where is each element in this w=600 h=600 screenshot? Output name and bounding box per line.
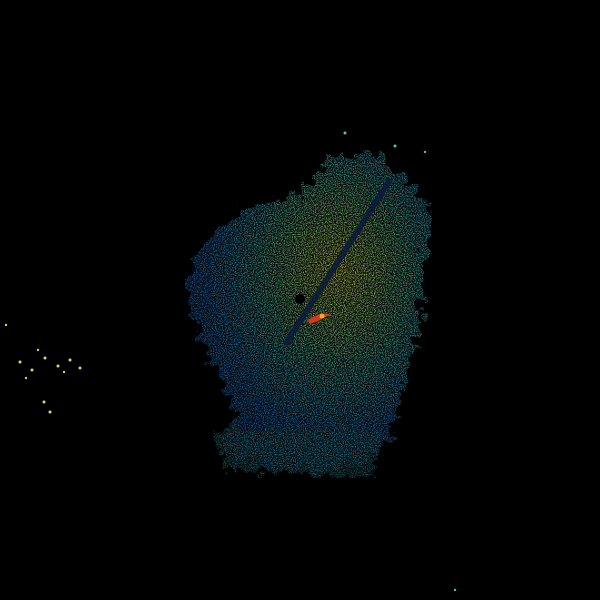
speckle bbox=[30, 368, 34, 372]
speckle bbox=[42, 400, 46, 404]
speckle bbox=[56, 364, 60, 368]
hot-spot bbox=[308, 313, 330, 324]
speckle bbox=[36, 348, 40, 352]
speckle bbox=[24, 376, 28, 380]
speckle bbox=[4, 323, 8, 327]
speckle bbox=[393, 144, 397, 148]
beam-center bbox=[295, 294, 305, 304]
top-speckles bbox=[343, 131, 457, 592]
speckle bbox=[48, 410, 52, 414]
speckle bbox=[343, 131, 347, 135]
speckle bbox=[68, 358, 72, 362]
speckle bbox=[423, 150, 427, 154]
hot-spot-core bbox=[319, 313, 325, 319]
speckle bbox=[453, 588, 457, 592]
beam-stop-shadow bbox=[282, 178, 393, 347]
left-speckles bbox=[4, 323, 82, 414]
speckle bbox=[43, 356, 47, 360]
speckle bbox=[78, 366, 82, 370]
speckle bbox=[18, 360, 22, 364]
lower-fringe bbox=[215, 430, 380, 478]
speckle bbox=[62, 370, 66, 374]
